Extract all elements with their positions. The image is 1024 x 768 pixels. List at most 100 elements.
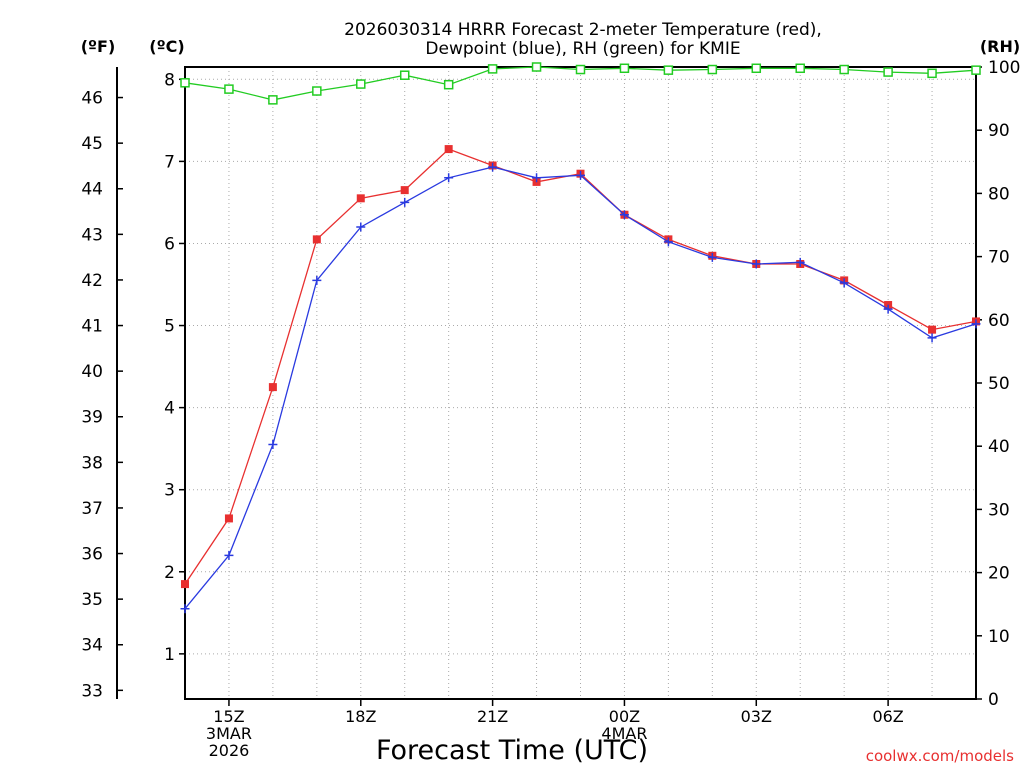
x-tick-label: 06Z xyxy=(872,707,903,726)
temperature-point xyxy=(444,145,453,154)
rh-point xyxy=(531,62,542,72)
rh-point xyxy=(443,79,454,90)
fahrenheit-tick-label: 44 xyxy=(81,180,103,200)
series-2 xyxy=(180,62,981,105)
x-tick-label: 03Z xyxy=(741,707,772,726)
x-tick-label: 00Z xyxy=(609,707,640,726)
rh-tick-label: 20 xyxy=(988,564,1010,584)
dewpoint-point xyxy=(356,222,366,232)
dewpoint-point xyxy=(268,440,278,450)
x-axis-title: Forecast Time (UTC) xyxy=(376,735,648,766)
dewpoint-point xyxy=(400,197,410,207)
dewpoint-point xyxy=(444,173,454,183)
rh-tick-label: 50 xyxy=(988,374,1010,394)
rh-tick-label: 90 xyxy=(988,121,1010,141)
credit-text: coolwx.com/models xyxy=(866,747,1014,765)
rh-point xyxy=(224,84,234,94)
rh-unit-label: (RH) xyxy=(980,37,1020,56)
rh-tick-label: 30 xyxy=(988,500,1010,520)
fahrenheit-tick-label: 43 xyxy=(81,225,103,245)
fahrenheit-tick-label: 35 xyxy=(81,590,103,610)
temperature-point xyxy=(400,186,409,195)
dewpoint-point xyxy=(619,210,629,220)
rh-point xyxy=(399,70,410,80)
fahrenheit-tick-label: 40 xyxy=(81,362,103,382)
rh-point xyxy=(575,64,586,75)
temperature-point xyxy=(224,514,233,523)
rh-point xyxy=(883,67,893,77)
dewpoint-point xyxy=(927,333,937,343)
celsius-tick-label: 8 xyxy=(164,70,175,90)
dewpoint-point xyxy=(839,278,849,288)
dewpoint-point xyxy=(532,173,542,183)
dewpoint-point xyxy=(707,252,717,262)
rh-point xyxy=(795,63,805,74)
series-layer xyxy=(180,62,981,614)
rh-tick-label: 60 xyxy=(988,311,1010,331)
x-tick-label: 4MAR xyxy=(601,724,647,743)
rh-point xyxy=(312,86,322,96)
dewpoint-point xyxy=(488,162,498,172)
dewpoint-point xyxy=(180,604,190,614)
fahrenheit-tick-label: 46 xyxy=(81,89,103,109)
rh-tick-label: 100 xyxy=(988,58,1020,78)
temperature-point xyxy=(268,383,277,392)
series-line xyxy=(184,148,977,585)
rh-point xyxy=(839,64,849,75)
series-1 xyxy=(180,162,981,614)
rh-tick-label: 40 xyxy=(988,437,1010,457)
temperature-point xyxy=(928,325,937,334)
temperature-point xyxy=(312,235,321,244)
celsius-unit-label: (ºC) xyxy=(149,37,184,56)
dewpoint-point xyxy=(751,259,761,269)
celsius-tick-label: 7 xyxy=(164,152,175,172)
rh-point xyxy=(268,95,278,105)
x-tick-label: 18Z xyxy=(345,707,376,726)
rh-tick-label: 80 xyxy=(988,184,1010,204)
rh-point xyxy=(707,64,718,75)
dewpoint-point xyxy=(224,550,234,560)
celsius-tick-label: 6 xyxy=(164,234,175,254)
dewpoint-point xyxy=(312,275,322,285)
x-tick-label: 15Z xyxy=(213,707,244,726)
celsius-tick-label: 3 xyxy=(164,481,175,501)
x-tick-label: 21Z xyxy=(477,707,508,726)
dewpoint-point xyxy=(883,304,893,314)
x-tick-label: 3MAR xyxy=(206,724,252,743)
rh-tick-label: 10 xyxy=(988,627,1010,647)
dewpoint-point xyxy=(971,319,981,329)
rh-point xyxy=(663,65,674,75)
celsius-tick-label: 1 xyxy=(164,645,175,665)
rh-point xyxy=(180,78,190,88)
fahrenheit-tick-label: 37 xyxy=(81,499,103,519)
rh-tick-label: 70 xyxy=(988,248,1010,268)
dewpoint-point xyxy=(663,237,673,247)
rh-point xyxy=(356,79,366,89)
dewpoint-point xyxy=(795,257,805,267)
grid-lines xyxy=(185,67,976,699)
fahrenheit-tick-label: 41 xyxy=(81,317,103,337)
temperature-point xyxy=(356,194,365,203)
rh-point xyxy=(751,63,762,74)
fahrenheit-tick-label: 38 xyxy=(81,453,103,473)
fahrenheit-tick-label: 42 xyxy=(81,271,103,291)
dewpoint-point xyxy=(576,170,585,180)
rh-tick-label: 0 xyxy=(988,690,999,710)
fahrenheit-tick-label: 45 xyxy=(81,134,103,154)
celsius-tick-label: 5 xyxy=(164,317,175,337)
x-tick-label: 2026 xyxy=(209,741,250,760)
temperature-point xyxy=(181,580,189,589)
celsius-tick-label: 2 xyxy=(164,563,175,583)
celsius-tick-label: 4 xyxy=(164,399,175,419)
rh-point xyxy=(619,63,630,74)
chart-title-line-2: Dewpoint (blue), RH (green) for KMIE xyxy=(425,39,740,59)
fahrenheit-unit-label: (ºF) xyxy=(81,37,116,56)
fahrenheit-tick-label: 34 xyxy=(81,636,103,656)
rh-point xyxy=(927,68,937,79)
fahrenheit-tick-label: 39 xyxy=(81,408,103,428)
fahrenheit-tick-label: 33 xyxy=(81,681,103,701)
rh-point xyxy=(487,64,498,74)
rh-point xyxy=(971,65,981,75)
